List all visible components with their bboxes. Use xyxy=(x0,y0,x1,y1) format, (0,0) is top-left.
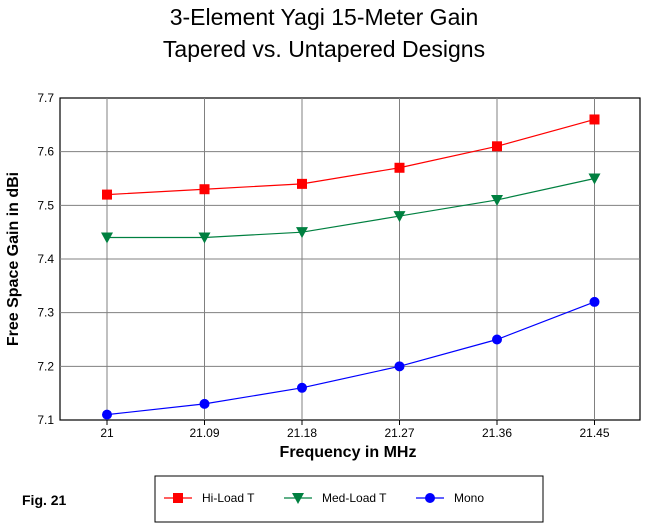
chart-title: 3-Element Yagi 15-Meter Gain xyxy=(170,4,479,30)
y-tick-label: 7.7 xyxy=(37,91,54,105)
legend-label-hi-load-t: Hi-Load T xyxy=(202,491,255,505)
data-point-mono xyxy=(394,361,405,372)
x-axis-label: Frequency in MHz xyxy=(280,444,417,461)
x-tick-label: 21.45 xyxy=(579,426,609,440)
x-axis-ticks: 21 21.09 21.18 21.27 21.36 21.45 xyxy=(100,426,610,440)
grid xyxy=(60,98,640,425)
data-point-mono xyxy=(589,296,600,307)
series-line-med-load-t xyxy=(107,177,595,239)
data-point-med-load-t xyxy=(198,232,211,244)
data-point-hi-load-t xyxy=(394,162,405,173)
data-point-hi-load-t xyxy=(199,184,210,195)
legend-marker-mono xyxy=(425,493,435,503)
data-point-med-load-t xyxy=(296,227,308,239)
data-point-hi-load-t xyxy=(102,189,112,200)
chart-subtitle: Tapered vs. Untapered Designs xyxy=(163,36,485,62)
data-point-med-load-t xyxy=(491,194,503,206)
y-tick-label: 7.3 xyxy=(37,306,54,320)
y-tick-label: 7.6 xyxy=(37,145,54,159)
figure-label: Fig. 21 xyxy=(22,492,67,508)
legend-marker-hi-load-t xyxy=(173,493,183,503)
data-point-mono xyxy=(102,409,112,420)
data-point-hi-load-t xyxy=(589,114,600,125)
legend-label-mono: Mono xyxy=(454,491,484,505)
legend-marker-med-load-t xyxy=(292,493,304,504)
y-tick-label: 7.5 xyxy=(37,198,54,212)
y-axis-ticks: 7.1 7.2 7.3 7.4 7.5 7.6 7.7 xyxy=(37,91,54,427)
data-point-hi-load-t xyxy=(492,141,502,152)
data-point-med-load-t xyxy=(101,232,113,244)
series-line-mono xyxy=(106,301,595,416)
x-tick-label: 21.09 xyxy=(189,426,219,440)
series-med-load-t xyxy=(101,173,601,244)
data-point-med-load-t xyxy=(393,211,406,223)
y-tick-label: 7.1 xyxy=(37,413,54,427)
data-point-mono xyxy=(492,334,502,345)
x-tick-label: 21.27 xyxy=(384,426,414,440)
x-tick-label: 21.36 xyxy=(482,426,512,440)
data-point-mono xyxy=(297,382,307,393)
y-tick-label: 7.2 xyxy=(37,359,54,373)
series-line-hi-load-t xyxy=(106,118,595,196)
series-mono xyxy=(102,296,600,420)
data-point-med-load-t xyxy=(588,173,601,185)
y-axis-label: Free Space Gain in dBi xyxy=(5,172,22,346)
legend: Hi-Load T Med-Load T Mono xyxy=(164,491,484,505)
series-hi-load-t xyxy=(102,114,600,200)
data-point-mono xyxy=(199,398,210,409)
data-point-hi-load-t xyxy=(297,178,307,189)
legend-box xyxy=(154,475,544,523)
series-layer xyxy=(101,114,601,420)
y-tick-label: 7.4 xyxy=(37,252,54,266)
legend-label-med-load-t: Med-Load T xyxy=(322,491,387,505)
x-tick-label: 21 xyxy=(100,426,114,440)
x-tick-label: 21.18 xyxy=(287,426,317,440)
